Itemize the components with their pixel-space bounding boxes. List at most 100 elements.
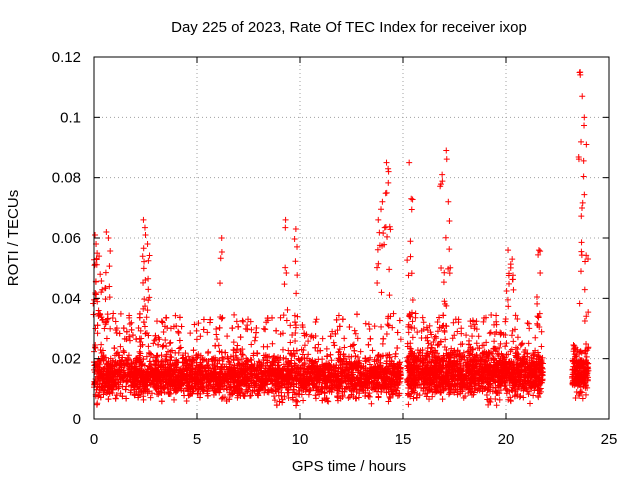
data-point — [176, 337, 183, 344]
data-point — [177, 344, 184, 351]
data-point — [103, 335, 110, 342]
data-point — [163, 314, 170, 321]
data-point — [216, 324, 223, 331]
data-point — [112, 395, 119, 402]
data-point — [137, 327, 144, 334]
data-point — [312, 392, 319, 399]
data-point — [291, 312, 298, 319]
data-point — [98, 341, 105, 348]
data-point — [269, 340, 276, 347]
data-point — [345, 395, 352, 402]
data-point — [233, 318, 240, 325]
data-point — [200, 326, 207, 333]
data-point — [128, 319, 135, 326]
data-point — [301, 354, 308, 361]
data-point — [301, 342, 308, 349]
data-point — [251, 337, 258, 344]
data-point — [263, 319, 270, 326]
data-point — [127, 337, 134, 344]
data-point — [231, 311, 238, 318]
data-point — [229, 325, 236, 332]
data-point — [248, 341, 255, 348]
data-point — [451, 332, 458, 339]
data-point — [92, 342, 99, 349]
data-point — [140, 396, 147, 403]
data-point — [293, 402, 300, 409]
data-point — [214, 360, 221, 367]
data-point — [115, 352, 122, 359]
data-point — [150, 340, 157, 347]
data-point — [299, 351, 306, 358]
data-point — [234, 342, 241, 349]
data-point — [488, 312, 495, 319]
data-point — [244, 326, 251, 333]
data-point — [262, 326, 269, 333]
data-point — [146, 358, 153, 365]
data-point — [350, 341, 357, 348]
data-point — [195, 320, 202, 327]
data-point — [392, 353, 399, 360]
data-point — [204, 349, 211, 356]
data-point — [368, 400, 375, 407]
data-point — [524, 320, 531, 327]
data-point — [166, 340, 173, 347]
data-point — [163, 343, 170, 350]
data-point — [424, 345, 431, 352]
data-point — [463, 332, 470, 339]
chart-title: Day 225 of 2023, Rate Of TEC Index for r… — [171, 19, 527, 36]
data-point — [219, 361, 226, 368]
data-point — [351, 327, 358, 334]
data-point — [409, 334, 416, 341]
data-point — [145, 343, 152, 350]
data-point — [347, 343, 354, 350]
data-point — [319, 335, 326, 342]
data-point — [170, 323, 177, 330]
data-point — [335, 312, 342, 319]
data-point — [397, 336, 404, 343]
data-point — [171, 396, 178, 403]
data-point — [101, 325, 108, 332]
data-point — [369, 347, 376, 354]
data-point — [246, 392, 253, 399]
data-point — [394, 329, 401, 336]
data-point — [175, 329, 182, 336]
data-point — [193, 336, 200, 343]
data-point — [354, 335, 361, 342]
data-point — [365, 393, 372, 400]
data-point — [212, 342, 219, 349]
data-point — [328, 389, 335, 396]
data-point — [185, 353, 192, 360]
data-point — [324, 397, 331, 404]
data-point — [362, 320, 369, 327]
data-point — [143, 353, 150, 360]
data-point — [136, 314, 143, 321]
data-point — [419, 314, 426, 321]
data-point — [526, 325, 533, 332]
data-point — [312, 395, 319, 402]
data-point — [253, 329, 260, 336]
data-point — [230, 339, 237, 346]
data-point — [216, 357, 223, 364]
data-point — [237, 347, 244, 354]
data-point — [279, 399, 286, 406]
data-point — [312, 318, 319, 325]
data-point — [334, 327, 341, 334]
data-point — [352, 330, 359, 337]
data-point — [120, 347, 127, 354]
data-point — [111, 345, 118, 352]
data-point — [336, 346, 343, 353]
data-point — [191, 321, 198, 328]
data-point — [213, 325, 220, 332]
data-point — [496, 396, 503, 403]
data-point — [324, 353, 331, 360]
data-point — [385, 398, 392, 405]
data-point — [306, 387, 313, 394]
data-point — [491, 338, 498, 345]
data-point — [107, 325, 114, 332]
data-point — [114, 349, 121, 356]
data-point — [122, 386, 129, 393]
data-point — [213, 331, 220, 338]
data-point — [307, 333, 314, 340]
data-point — [342, 378, 349, 385]
data-point — [366, 325, 373, 332]
